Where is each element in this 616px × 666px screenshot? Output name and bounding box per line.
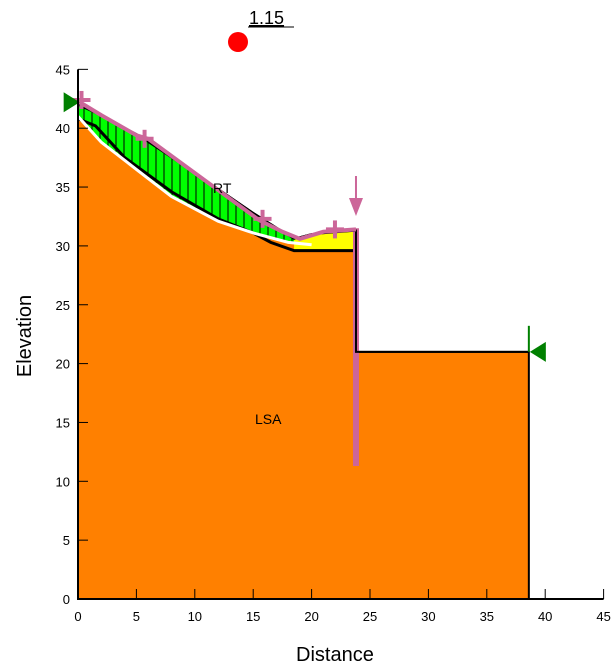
slip-surface-line bbox=[76, 115, 312, 247]
x-tick-label: 0 bbox=[74, 609, 81, 624]
x-axis-title: Distance bbox=[296, 644, 374, 666]
x-tick-label: 15 bbox=[246, 609, 260, 624]
factor-of-safety-label: 1.15 bbox=[249, 8, 284, 28]
x-tick-label: 25 bbox=[363, 609, 377, 624]
x-tick-label: 10 bbox=[188, 609, 202, 624]
x-tick-label: 45 bbox=[596, 609, 610, 624]
material-boundary bbox=[77, 117, 356, 253]
y-tick-label: 25 bbox=[56, 298, 70, 313]
y-tick-label: 15 bbox=[56, 415, 70, 430]
x-tick-label: 40 bbox=[538, 609, 552, 624]
region-label-lsa: LSA bbox=[255, 411, 282, 427]
y-tick-label: 0 bbox=[63, 592, 70, 607]
boundary-flags bbox=[63, 92, 546, 362]
y-tick-label: 20 bbox=[56, 357, 70, 372]
x-tick-label: 5 bbox=[133, 609, 140, 624]
y-tick-label: 30 bbox=[56, 239, 70, 254]
x-tick-label: 30 bbox=[421, 609, 435, 624]
y-tick-label: 45 bbox=[56, 62, 70, 77]
pile-arrow-icon bbox=[348, 198, 363, 216]
y-tick-label: 40 bbox=[56, 121, 70, 136]
axes: 0 5 10 15 20 25 30 35 40 45 0 5 10 15 20 25 30 35 40 45 bbox=[56, 62, 611, 624]
x-tick-label: 20 bbox=[304, 609, 318, 624]
y-tick-label: 5 bbox=[63, 533, 70, 548]
boundary-flag-icon bbox=[529, 341, 546, 362]
y-tick-label: 10 bbox=[56, 474, 70, 489]
boundary-flag-icon bbox=[63, 92, 80, 113]
x-tick-label: 35 bbox=[480, 609, 494, 624]
fos-point-marker[interactable] bbox=[228, 32, 248, 52]
marker-crosses bbox=[72, 90, 344, 239]
region-label-rt: RT bbox=[213, 180, 232, 196]
y-tick-label: 35 bbox=[56, 180, 70, 195]
y-axis-title: Elevation bbox=[14, 295, 36, 377]
